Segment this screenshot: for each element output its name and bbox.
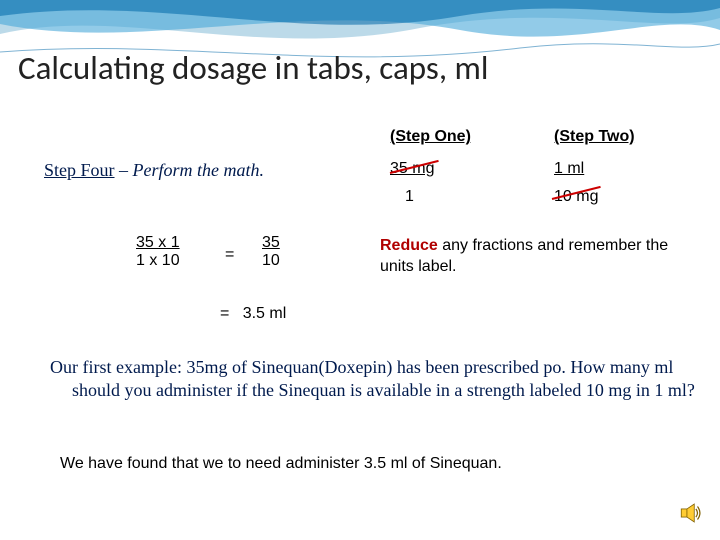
- step-four-heading: Step Four – Perform the math.: [44, 160, 264, 181]
- step-one-label: (Step One): [390, 128, 471, 146]
- frac-col2-num: 1 ml: [554, 160, 584, 178]
- math-result-line: = 3.5 ml: [220, 305, 286, 323]
- step-four-italic: Perform the math.: [133, 160, 264, 180]
- math-left-den: 1 x 10: [136, 252, 180, 270]
- slide: Calculating dosage in tabs, caps, ml (St…: [0, 0, 720, 540]
- math-equals-2: =: [220, 305, 229, 322]
- example-paragraph: Our first example: 35mg of Sinequan(Doxe…: [50, 356, 697, 401]
- speaker-icon[interactable]: [678, 500, 704, 526]
- step-four-underline: Step Four: [44, 160, 115, 180]
- math-equals-1: =: [225, 246, 234, 264]
- math-right-num: 35: [262, 234, 280, 252]
- step-two-label: (Step Two): [554, 128, 635, 146]
- reduce-note: Reduce any fractions and remember the un…: [380, 236, 670, 278]
- math-right-fraction: 35 10: [262, 234, 280, 270]
- reduce-word: Reduce: [380, 237, 438, 254]
- math-left-num: 35 x 1: [136, 234, 180, 252]
- math-right-den: 10: [262, 252, 280, 270]
- math-left-fraction: 35 x 1 1 x 10: [136, 234, 180, 270]
- conclusion-line: We have found that we to need administer…: [60, 455, 670, 473]
- step-four-dash: –: [115, 160, 133, 180]
- math-result: 3.5 ml: [243, 305, 287, 322]
- frac-col1-den: 1: [405, 188, 414, 206]
- slide-title: Calculating dosage in tabs, caps, ml: [18, 48, 488, 88]
